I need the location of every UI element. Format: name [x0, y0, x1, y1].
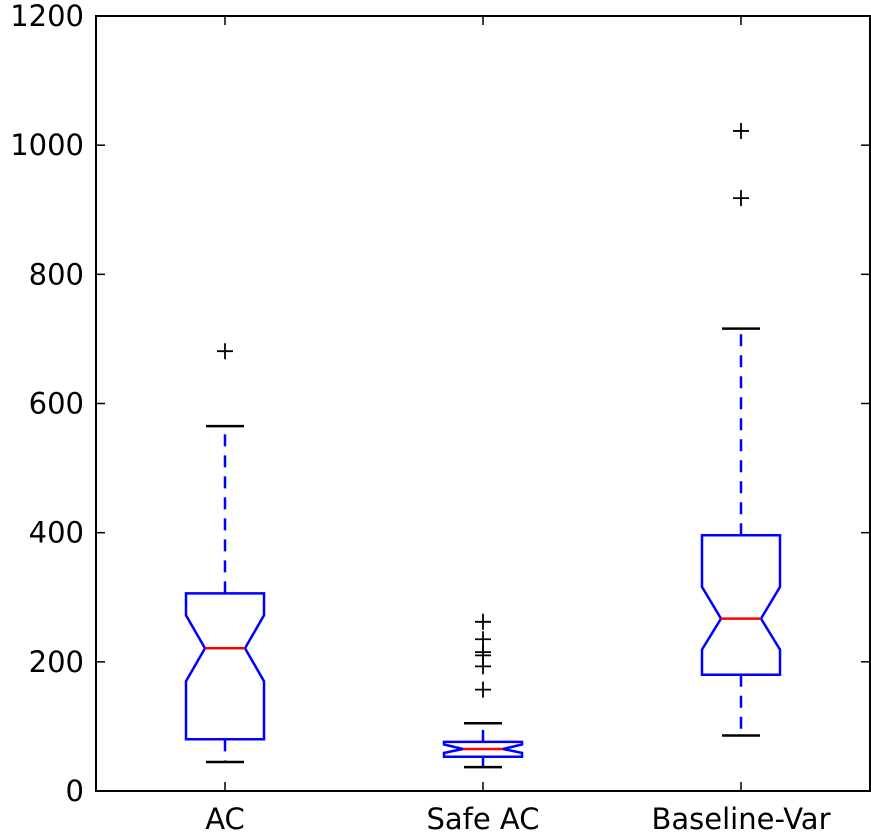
notched-box: [184, 592, 266, 741]
y-tick-label: 200: [29, 645, 84, 679]
box-group-2: [442, 613, 524, 769]
box-group-1: [184, 343, 266, 764]
y-tick-label: 0: [66, 774, 84, 808]
outlier-marker-5: [475, 631, 491, 648]
notched-box: [700, 534, 782, 677]
y-tick-label: 800: [29, 257, 84, 291]
labels-layer: AC Safe AC Baseline-Var 0 200 400 600 800 1000 12…: [10, 0, 830, 835]
x-tick-label: AC: [205, 802, 245, 835]
y-tick-label: 1000: [10, 128, 84, 162]
notched-box: [442, 740, 524, 759]
outlier-marker-1: [733, 190, 749, 207]
outlier-marker-1: [475, 681, 491, 698]
outlier-marker-2: [733, 122, 749, 139]
y-tick-label: 400: [29, 516, 84, 550]
box-group-3: [700, 122, 782, 737]
outlier-marker-1: [217, 343, 233, 360]
y-tick-label: 1200: [10, 0, 84, 33]
x-tick-label: Safe AC: [426, 802, 539, 835]
x-tick-label: Baseline-Var: [652, 802, 831, 835]
y-tick-label: 600: [29, 387, 84, 421]
boxes-layer: [184, 122, 782, 769]
ticks-layer: [96, 15, 870, 792]
outlier-marker-6: [475, 613, 491, 630]
